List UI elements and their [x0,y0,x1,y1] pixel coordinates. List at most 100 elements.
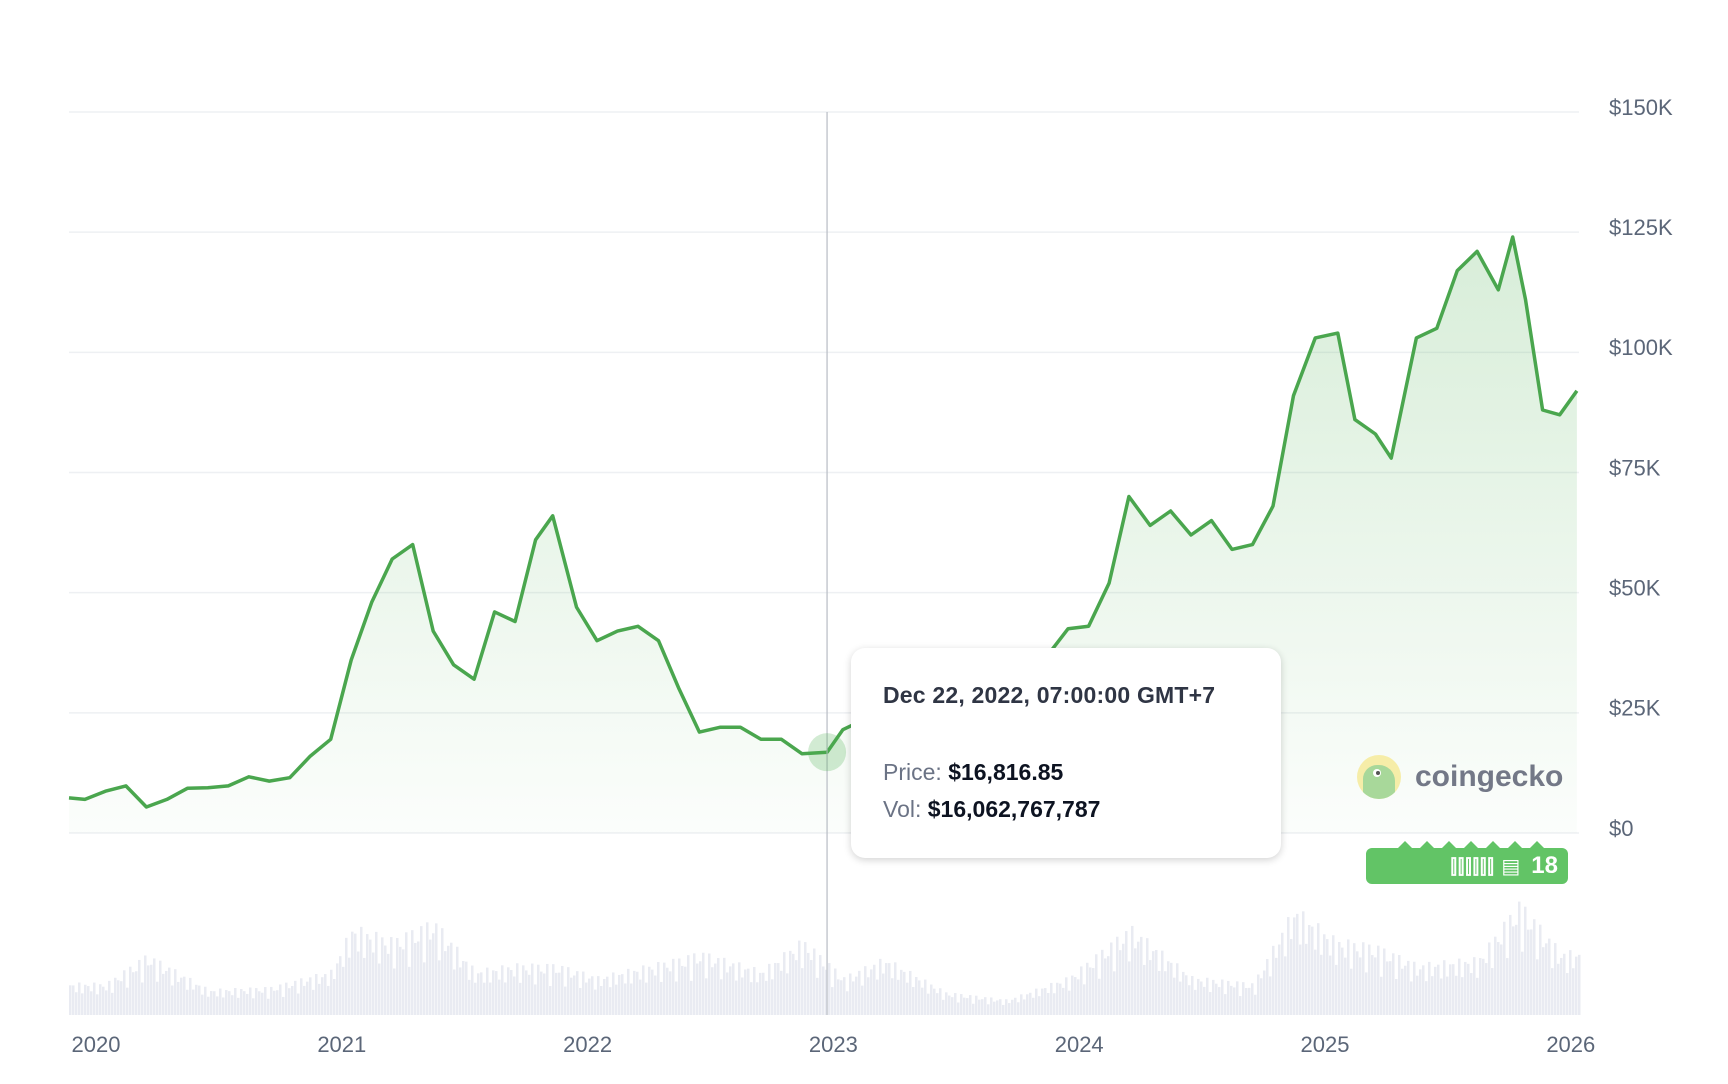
volume-bar [1047,992,1050,1015]
volume-bar [135,971,138,1015]
x-tick-label: 2024 [1055,1032,1104,1057]
volume-bar [1338,941,1341,1015]
y-tick-label: $25K [1609,696,1661,721]
volume-bar [81,993,84,1015]
volume-bar [1488,942,1491,1015]
volume-bar [75,992,78,1015]
volume-bar [1383,948,1386,1015]
volume-bar [1230,985,1233,1015]
volume-bar [594,989,597,1015]
volume-bar [579,987,582,1015]
volume-bar [153,958,156,1015]
volume-bar [828,963,831,1015]
volume-bar [657,962,660,1015]
volume-bar [696,963,699,1015]
volume-bar [207,996,210,1015]
volume-bar [294,980,297,1015]
volume-bar [1110,942,1113,1015]
volume-bar [132,972,135,1015]
volume-bar [138,959,141,1015]
volume-bar [312,989,315,1015]
volume-bar [363,957,366,1015]
volume-bar [1062,987,1065,1015]
volume-bar [984,997,987,1015]
volume-bar [1101,949,1104,1015]
volume-bar [1041,988,1044,1015]
hover-point [808,733,847,772]
volume-bar [1362,942,1365,1015]
volume-bar [726,972,729,1015]
volume-bar [513,976,516,1015]
volume-bar [1545,943,1548,1015]
volume-bar [414,942,417,1015]
volume-bar [810,959,813,1015]
y-tick-label: $150K [1609,95,1673,120]
volume-bar [369,939,372,1015]
volume-bar [1416,975,1419,1015]
volume-bar [1176,963,1179,1015]
volume-bar [969,995,972,1015]
volume-bar [1305,943,1308,1015]
volume-bar [1014,997,1017,1015]
volume-bar [1170,962,1173,1015]
volume-bar [258,991,261,1015]
volume-bar [189,977,192,1015]
volume-bar [96,994,99,1015]
volume-bar [411,930,414,1015]
volume-bar [90,991,93,1015]
volume-bar [1164,971,1167,1015]
volume-bar [1539,924,1542,1015]
volume-bar [825,969,828,1015]
news-events-badge[interactable]: ⫿⫿⫿⫿⫿⫿ ▤ 18 [1366,841,1568,884]
volume-bar [1092,968,1095,1015]
volume-bar [282,996,285,1015]
volume-bar [1296,913,1299,1015]
volume-bar [1485,963,1488,1015]
volume-bar [1299,944,1302,1015]
volume-bar [1236,981,1239,1015]
volume-bar [249,987,252,1015]
volume-bar [1434,966,1437,1015]
volume-bar [174,969,177,1015]
volume-bar [750,982,753,1015]
volume-bar [366,934,369,1015]
volume-bar [900,969,903,1015]
volume-bar [723,957,726,1015]
volume-bar [1155,950,1158,1015]
volume-bar [711,967,714,1015]
volume-bar [855,976,858,1015]
volume-bar [180,977,183,1015]
volume-bar [768,963,771,1015]
volume-bar [1482,958,1485,1015]
volume-bar [648,966,651,1015]
volume-bar [381,937,384,1015]
volume-bar [759,972,762,1015]
volume-bar [168,967,171,1015]
price-line [68,235,1579,809]
volume-bar [1254,994,1257,1015]
volume-bar [471,965,474,1015]
volume-bar [234,987,237,1015]
volume-bar [762,972,765,1015]
volume-bar [591,976,594,1015]
volume-bar [1494,936,1497,1015]
volume-bar [324,974,327,1015]
volume-bar [1446,976,1449,1015]
volume-bar [552,964,555,1015]
volume-bar [264,987,267,1015]
volume-bar [702,952,705,1015]
y-tick-label: $125K [1609,215,1673,240]
volume-bar [1449,964,1452,1015]
volume-bar [390,937,393,1015]
volume-bar [1419,969,1422,1015]
volume-bar [1203,986,1206,1015]
volume-bar [822,966,825,1015]
volume-bar [1341,947,1344,1015]
volume-bar [1194,989,1197,1015]
volume-bar [693,953,696,1015]
volume-bar [171,985,174,1015]
x-tick-label: 2022 [563,1032,612,1057]
news-count: 18 [1531,852,1558,879]
volume-bar [330,969,333,1015]
